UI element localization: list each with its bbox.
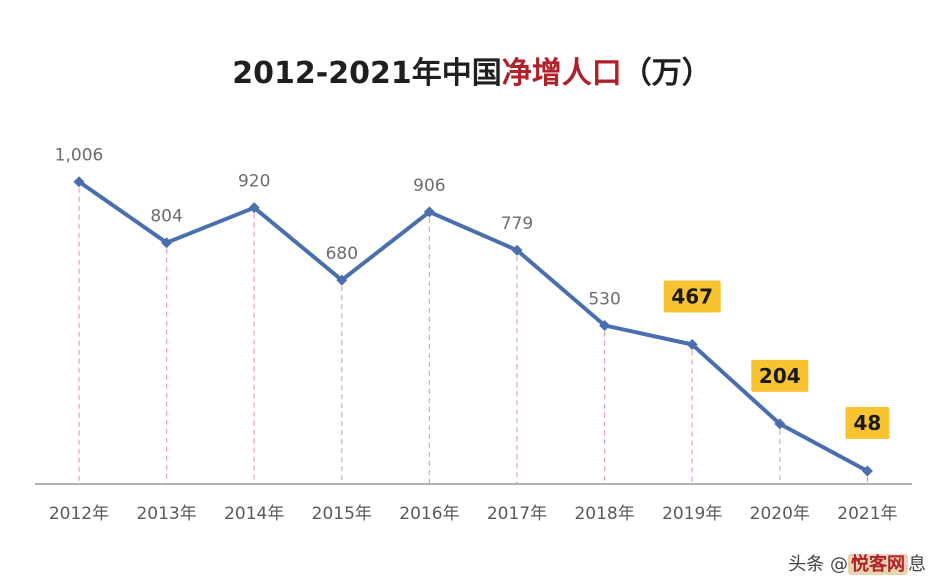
x-tick-2: 2014年	[224, 504, 284, 524]
badge-7	[663, 280, 721, 313]
x-tick-0: 2012年	[49, 504, 109, 524]
data-point-6	[599, 319, 611, 331]
x-tick-6: 2018年	[574, 504, 634, 524]
x-tick-4: 2016年	[399, 504, 459, 524]
data-point-4	[423, 206, 435, 218]
x-tick-9: 2021年	[837, 504, 897, 524]
data-point-8	[774, 418, 786, 430]
data-label-8: 204	[759, 364, 801, 388]
badge-8	[751, 359, 809, 392]
watermark-accent: 悦客网	[848, 554, 908, 575]
x-tick-3: 2015年	[312, 504, 372, 524]
data-label-0: 1,006	[55, 146, 104, 166]
data-label-9: 48	[853, 411, 881, 435]
x-tick-7: 2019年	[662, 504, 722, 524]
dashed-guides	[78, 187, 869, 484]
x-tick-1: 2013年	[136, 504, 196, 524]
x-tick-labels: 2012年 2013年 2014年 2015年 2016年 2017年 2018年 2019年…	[49, 504, 898, 524]
data-point-1	[161, 237, 173, 249]
data-label-3: 680	[326, 244, 358, 264]
data-label-7: 467	[671, 284, 713, 308]
data-label-5: 779	[501, 214, 533, 234]
title-suffix: （万）	[621, 56, 712, 91]
highlight-badges	[663, 280, 890, 440]
watermark: 头条 @ 悦客网息	[788, 550, 926, 576]
chart-title: 2012-2021年中国净增人口（万）	[0, 48, 944, 92]
data-point-7	[686, 338, 698, 350]
data-labels: 1,006 804 920 680 906 779 530 467 204 48	[55, 146, 882, 435]
data-points	[73, 176, 873, 477]
title-highlight: 净增人口	[501, 56, 622, 91]
data-point-5	[511, 244, 523, 256]
x-tick-5: 2017年	[487, 504, 547, 524]
watermark-prefix: 头条 @	[788, 554, 848, 575]
data-label-1: 804	[150, 207, 182, 227]
data-label-2: 920	[238, 172, 270, 192]
data-point-0	[73, 176, 85, 188]
x-tick-8: 2020年	[750, 504, 810, 524]
badge-9	[845, 407, 890, 440]
data-label-4: 906	[413, 176, 445, 196]
data-point-2	[248, 202, 260, 214]
data-point-3	[336, 274, 348, 286]
series-line	[77, 180, 869, 473]
watermark-suffix: 息	[908, 554, 926, 575]
data-label-6: 530	[588, 289, 620, 309]
data-point-9	[861, 465, 873, 477]
title-prefix: 2012-2021年中国	[232, 56, 502, 91]
